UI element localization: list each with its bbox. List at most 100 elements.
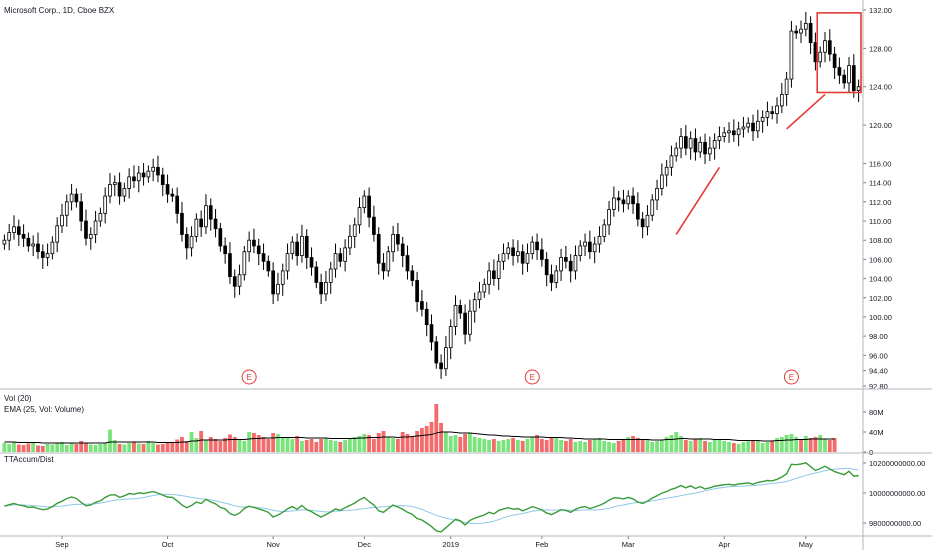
volume-bar bbox=[419, 428, 424, 452]
candle-body bbox=[674, 147, 679, 157]
price-tick-label: 116.00 bbox=[869, 159, 891, 168]
candle-body bbox=[592, 243, 597, 253]
candle-body bbox=[319, 282, 323, 295]
candle-body bbox=[247, 239, 251, 253]
volume-bar bbox=[333, 441, 338, 452]
volume-bar bbox=[707, 442, 712, 452]
candle-body bbox=[842, 74, 847, 84]
volume-bar bbox=[832, 438, 837, 452]
candle-body bbox=[180, 212, 184, 235]
volume-bar bbox=[2, 443, 7, 452]
volume-bar bbox=[559, 440, 563, 452]
volume-bar bbox=[491, 439, 496, 452]
candle-body bbox=[607, 209, 611, 226]
time-tick-label: Mar bbox=[622, 540, 635, 549]
volume-bar bbox=[554, 438, 559, 452]
volume-bar bbox=[170, 443, 175, 452]
volume-bar bbox=[7, 444, 12, 452]
candle-body bbox=[453, 305, 458, 327]
candle-body bbox=[684, 136, 688, 149]
volume-bar bbox=[635, 438, 640, 452]
volume-bar bbox=[367, 435, 372, 452]
price-tick-label: 108.00 bbox=[869, 236, 892, 245]
candle-body bbox=[616, 197, 621, 201]
time-tick-label: May bbox=[799, 540, 813, 549]
candle-body bbox=[333, 253, 338, 270]
earnings-marker-label: E bbox=[530, 373, 535, 382]
volume-bar bbox=[261, 437, 266, 452]
volume-bar bbox=[314, 442, 319, 452]
volume-bar bbox=[683, 440, 688, 452]
volume-bar bbox=[146, 441, 151, 452]
candle-body bbox=[588, 241, 592, 253]
candle-body bbox=[256, 245, 261, 255]
volume-bar bbox=[410, 436, 415, 452]
volume-bar bbox=[602, 441, 607, 452]
ttaccum-ma-line bbox=[4, 467, 859, 525]
volume-bar bbox=[60, 442, 64, 452]
volume-bar bbox=[568, 439, 573, 452]
price-tick-label: 92.80 bbox=[869, 382, 888, 391]
candle-body bbox=[348, 235, 352, 249]
candle-body bbox=[492, 270, 496, 279]
volume-bar bbox=[818, 435, 823, 452]
time-tick-label: Feb bbox=[535, 540, 548, 549]
volume-bar bbox=[16, 444, 21, 452]
volume-bar bbox=[813, 437, 818, 452]
candle-body bbox=[165, 184, 170, 195]
volume-bar bbox=[496, 441, 501, 452]
candle-body bbox=[578, 245, 583, 256]
candle-body bbox=[535, 241, 539, 251]
volume-bar bbox=[319, 439, 324, 452]
candle-body bbox=[396, 234, 400, 245]
volume-bar bbox=[108, 429, 112, 452]
volume-bar bbox=[285, 438, 290, 452]
volume-bar bbox=[242, 441, 247, 452]
candle-body bbox=[496, 260, 501, 279]
candle-body bbox=[300, 235, 304, 256]
candle-body bbox=[218, 228, 223, 247]
volume-bar bbox=[520, 441, 525, 452]
volume-bar bbox=[736, 444, 741, 452]
candle-body bbox=[12, 226, 16, 233]
volume-bar bbox=[535, 435, 539, 452]
volume-bar bbox=[501, 440, 506, 452]
volume-bar bbox=[779, 437, 784, 452]
candle-body bbox=[367, 195, 371, 218]
candle-body bbox=[832, 53, 837, 68]
candle-body bbox=[343, 247, 347, 262]
candle-body bbox=[79, 201, 84, 222]
volume-tick-label: 80M bbox=[869, 408, 884, 417]
candle-body bbox=[568, 260, 573, 272]
candle-body bbox=[314, 266, 319, 283]
candle-body bbox=[837, 67, 842, 76]
volume-bar bbox=[141, 444, 146, 452]
volume-bar bbox=[549, 437, 554, 452]
candle-body bbox=[789, 30, 794, 80]
candle-body bbox=[487, 270, 491, 285]
candle-body bbox=[784, 78, 789, 95]
volume-bar bbox=[280, 437, 285, 452]
price-tick-label: 128.00 bbox=[869, 44, 892, 53]
volume-bar bbox=[415, 431, 420, 452]
candle-body bbox=[400, 243, 405, 256]
volume-ema-line bbox=[4, 431, 835, 444]
candle-body bbox=[184, 234, 189, 249]
candle-body bbox=[741, 126, 746, 130]
volume-bar bbox=[799, 439, 803, 452]
price-tick-label: 106.00 bbox=[869, 255, 892, 264]
volume-bar bbox=[611, 443, 616, 452]
volume-bar bbox=[324, 438, 328, 452]
price-tick-label: 114.00 bbox=[869, 179, 891, 188]
volume-bar bbox=[688, 441, 693, 452]
volume-bar bbox=[487, 440, 492, 452]
candle-body bbox=[64, 201, 69, 216]
volume-bar bbox=[477, 438, 482, 452]
volume-title: Vol (20) bbox=[4, 394, 32, 403]
candle-body bbox=[698, 141, 703, 153]
candle-body bbox=[645, 214, 650, 228]
volume-bar bbox=[453, 435, 458, 452]
candle-body bbox=[458, 305, 463, 314]
candle-body bbox=[55, 225, 60, 243]
